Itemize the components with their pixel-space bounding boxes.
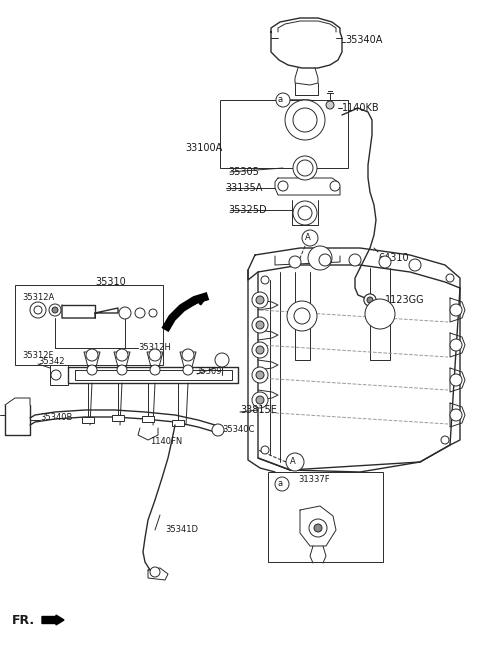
Text: FR.: FR.: [12, 614, 35, 627]
Circle shape: [150, 567, 160, 577]
Circle shape: [252, 292, 268, 308]
Bar: [15, 285, 163, 365]
Circle shape: [49, 304, 61, 316]
Circle shape: [182, 349, 194, 361]
Circle shape: [116, 349, 128, 361]
Circle shape: [302, 230, 318, 246]
Circle shape: [256, 371, 264, 379]
Text: 64310: 64310: [378, 253, 408, 263]
Circle shape: [293, 108, 317, 132]
Text: 35325D: 35325D: [228, 205, 266, 215]
Text: 33815E: 33815E: [240, 405, 277, 415]
Bar: [268, 472, 383, 562]
Circle shape: [319, 254, 331, 266]
Circle shape: [34, 306, 42, 314]
Text: 35340C: 35340C: [222, 426, 254, 435]
Circle shape: [278, 181, 288, 191]
Circle shape: [212, 424, 224, 436]
Circle shape: [365, 299, 395, 329]
Circle shape: [330, 181, 340, 191]
Bar: [172, 420, 184, 426]
Circle shape: [252, 317, 268, 333]
Bar: [220, 100, 348, 168]
Circle shape: [364, 294, 376, 306]
Circle shape: [446, 274, 454, 282]
Circle shape: [326, 101, 334, 109]
Circle shape: [256, 346, 264, 354]
Circle shape: [293, 156, 317, 180]
Circle shape: [150, 365, 160, 375]
Text: 33135A: 33135A: [225, 183, 263, 193]
Text: 35342: 35342: [38, 358, 64, 367]
Circle shape: [308, 246, 332, 270]
Text: 1140KB: 1140KB: [342, 103, 380, 113]
Circle shape: [367, 297, 373, 303]
Circle shape: [149, 309, 157, 317]
Circle shape: [86, 349, 98, 361]
Circle shape: [450, 374, 462, 386]
Circle shape: [293, 201, 317, 225]
Circle shape: [117, 365, 127, 375]
Circle shape: [298, 206, 312, 220]
Circle shape: [256, 321, 264, 329]
Text: 35341D: 35341D: [165, 526, 198, 535]
Circle shape: [314, 524, 322, 532]
Text: 1140FN: 1140FN: [150, 437, 182, 446]
Circle shape: [87, 365, 97, 375]
Circle shape: [276, 93, 290, 107]
Circle shape: [441, 436, 449, 444]
Text: 35340B: 35340B: [40, 413, 72, 422]
Text: 33100A: 33100A: [185, 143, 222, 153]
Circle shape: [309, 519, 327, 537]
Circle shape: [289, 256, 301, 268]
Text: 35312F: 35312F: [22, 351, 53, 360]
Text: 31337F: 31337F: [298, 476, 330, 485]
Text: 35312A: 35312A: [22, 294, 54, 303]
Text: 35309: 35309: [195, 367, 221, 376]
Circle shape: [256, 296, 264, 304]
Circle shape: [286, 453, 304, 471]
Circle shape: [364, 294, 376, 306]
Text: 35312H: 35312H: [138, 343, 171, 353]
Circle shape: [30, 302, 46, 318]
Circle shape: [450, 409, 462, 421]
Text: 35340A: 35340A: [345, 35, 383, 45]
Circle shape: [409, 259, 421, 271]
FancyArrow shape: [42, 615, 64, 625]
Bar: [82, 417, 94, 423]
Text: 35310: 35310: [95, 277, 126, 287]
Circle shape: [215, 353, 229, 367]
Text: a: a: [277, 480, 283, 489]
Circle shape: [261, 446, 269, 454]
Circle shape: [297, 160, 313, 176]
Text: 1123GG: 1123GG: [385, 295, 425, 305]
Circle shape: [252, 392, 268, 408]
Bar: [142, 416, 154, 422]
Circle shape: [135, 308, 145, 318]
Circle shape: [450, 339, 462, 351]
Circle shape: [183, 365, 193, 375]
Circle shape: [51, 370, 61, 380]
Circle shape: [261, 276, 269, 284]
Circle shape: [294, 308, 310, 324]
Circle shape: [275, 477, 289, 491]
Text: a: a: [277, 95, 283, 104]
Text: 35305: 35305: [228, 167, 259, 177]
Circle shape: [349, 254, 361, 266]
Circle shape: [149, 349, 161, 361]
Circle shape: [287, 301, 317, 331]
Circle shape: [285, 100, 325, 140]
Circle shape: [379, 256, 391, 268]
Text: A: A: [290, 457, 296, 467]
Circle shape: [252, 367, 268, 383]
Bar: [112, 415, 124, 421]
Circle shape: [52, 307, 58, 313]
Circle shape: [450, 304, 462, 316]
Circle shape: [119, 307, 131, 319]
Text: A: A: [305, 233, 311, 242]
Circle shape: [256, 396, 264, 404]
Circle shape: [252, 342, 268, 358]
